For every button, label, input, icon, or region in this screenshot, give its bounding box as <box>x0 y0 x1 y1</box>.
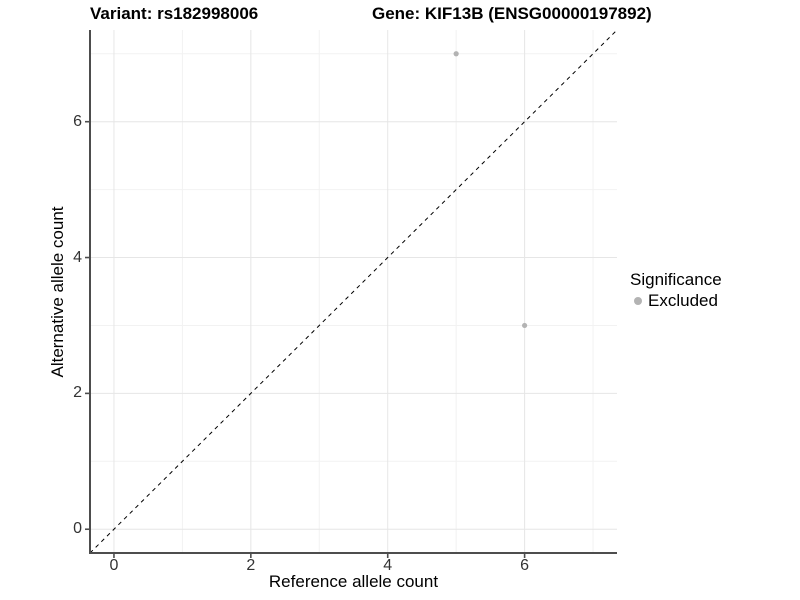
legend-item-label: Excluded <box>648 291 718 310</box>
gridlines-minor <box>90 30 617 553</box>
identity-dashed-line <box>89 29 618 554</box>
legend-point-icon <box>634 297 642 305</box>
legend: Significance Excluded <box>630 270 722 311</box>
legend-title: Significance <box>630 270 722 289</box>
legend-items: Excluded <box>630 291 722 311</box>
data-point <box>522 322 528 329</box>
x-axis-label: Reference allele count <box>268 572 439 591</box>
reference-line-group <box>89 29 618 554</box>
x-tick-label: 6 <box>520 557 530 574</box>
y-tick-label: 6 <box>73 112 82 130</box>
data-points <box>453 51 528 329</box>
x-tick-label: 4 <box>383 557 393 574</box>
plot-title-variant: Variant: rs182998006 <box>90 4 259 23</box>
legend-item: Excluded <box>630 291 722 311</box>
y-tick-label: 2 <box>73 384 82 402</box>
y-axis-label: Alternative allele count <box>48 206 67 378</box>
axis-ticks <box>85 120 526 558</box>
x-tick-label: 0 <box>109 557 119 574</box>
y-tick-label: 0 <box>73 520 82 538</box>
axis-lines <box>89 30 617 554</box>
gridlines-major <box>90 30 617 553</box>
legend-key <box>630 297 646 305</box>
x-tick-label: 2 <box>246 557 256 574</box>
y-tick-label: 4 <box>73 248 82 266</box>
plot-title-gene: Gene: KIF13B (ENSG00000197892) <box>372 4 652 23</box>
data-point <box>453 51 459 57</box>
